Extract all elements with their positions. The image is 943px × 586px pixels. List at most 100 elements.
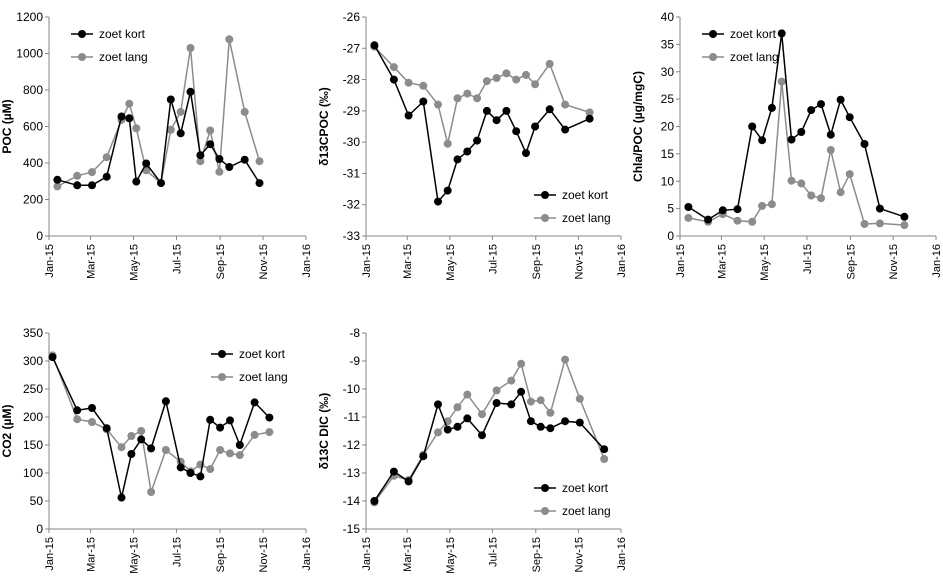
data-point-lang [826, 146, 835, 154]
x-tick-label: Nov-15 [573, 537, 585, 572]
legend-marker-lang [709, 53, 717, 61]
y-tick-label: 100 [23, 466, 43, 480]
data-point-kort [704, 215, 713, 224]
data-point-kort [48, 353, 57, 362]
data-point-kort [482, 106, 491, 115]
legend-label-lang: zoet lang [562, 504, 611, 518]
data-point-lang [255, 157, 264, 166]
y-tick-label: 35 [661, 37, 675, 51]
data-point-kort [777, 29, 786, 38]
series-line-kort [57, 91, 261, 187]
x-tick-label: Jan-15 [44, 537, 56, 571]
y-tick-label: 5 [667, 202, 674, 216]
x-tick-label: Nov-15 [888, 244, 900, 279]
data-point-lang [585, 108, 594, 117]
data-point-lang [73, 415, 82, 424]
data-point-lang [434, 100, 442, 109]
y-tick-label: 200 [23, 410, 43, 424]
y-tick-label: 0 [36, 229, 43, 243]
x-tick-label: Nov-15 [258, 537, 270, 572]
data-point-lang [875, 219, 884, 228]
data-point-kort [836, 95, 845, 104]
y-tick-label: 40 [661, 10, 675, 24]
data-point-lang [166, 125, 175, 134]
data-point-kort [225, 163, 234, 171]
data-point-kort [226, 416, 234, 425]
data-point-lang [507, 376, 516, 385]
legend-label-lang: zoet lang [99, 50, 148, 64]
x-tick-label: May-15 [445, 244, 457, 281]
x-tick-label: Sep-15 [531, 537, 543, 572]
y-tick-label: 800 [23, 83, 43, 97]
data-point-lang [240, 107, 249, 116]
x-tick-label: Jan-16 [301, 537, 313, 571]
data-point-lang [546, 408, 555, 417]
y-tick-label: 25 [661, 92, 675, 106]
data-point-kort [389, 75, 398, 84]
data-point-lang [561, 355, 570, 364]
legend-label-lang: zoet lang [239, 370, 288, 384]
y-tick-label: 1200 [16, 10, 43, 24]
data-point-kort [817, 100, 825, 109]
data-point-lang [463, 390, 472, 399]
data-point-kort [186, 469, 195, 477]
legend-marker-kort [78, 30, 86, 38]
data-point-kort [186, 87, 195, 96]
data-point-kort [216, 423, 225, 432]
data-point-lang [463, 89, 472, 98]
data-point-kort [826, 130, 835, 139]
y-axis-label: POC (µM) [0, 99, 14, 153]
x-tick-label: Mar-15 [402, 537, 414, 572]
legend-marker-lang [218, 373, 226, 381]
data-point-kort [517, 387, 526, 396]
y-tick-label: -14 [343, 494, 361, 508]
y-axis-label: δ13CPOC (‰) [317, 87, 331, 166]
data-point-lang [206, 465, 215, 474]
data-point-kort [389, 467, 398, 476]
y-tick-label: -29 [343, 104, 361, 118]
y-tick-label: -15 [343, 522, 361, 536]
data-point-lang [404, 78, 413, 87]
data-point-lang [522, 70, 530, 79]
data-point-kort [502, 106, 511, 115]
x-tick-label: Nov-15 [258, 244, 270, 279]
data-point-kort [860, 140, 869, 148]
data-point-kort [546, 424, 555, 433]
data-point-kort [117, 493, 126, 502]
data-point-kort [206, 415, 215, 424]
y-tick-label: -13 [343, 466, 361, 480]
data-point-kort [443, 425, 452, 434]
data-point-lang [502, 69, 511, 78]
data-point-kort [536, 422, 545, 431]
data-point-lang [836, 188, 845, 197]
data-point-kort [147, 444, 156, 453]
series-line-kort [687, 33, 905, 221]
legend-label-kort: zoet kort [239, 347, 286, 361]
data-point-kort [206, 140, 215, 149]
series-line-kort [373, 44, 590, 204]
data-point-lang [216, 446, 225, 454]
x-tick-label: Jan-16 [931, 244, 943, 278]
y-axis-label: CO2 (µM) [0, 405, 14, 458]
data-point-lang [492, 386, 501, 395]
data-point-kort [127, 450, 136, 458]
x-tick-label: Mar-15 [86, 244, 98, 279]
data-point-kort [240, 155, 249, 164]
data-point-kort [255, 179, 264, 188]
data-point-kort [132, 177, 141, 186]
x-tick-label: Jan-15 [675, 244, 687, 278]
data-point-lang [807, 191, 816, 200]
y-tick-label: 200 [23, 193, 43, 207]
data-point-kort [900, 212, 909, 221]
data-point-kort [73, 181, 82, 190]
y-axis-label: Chla/POC (µg/mgC) [631, 71, 645, 182]
y-axis-label: δ13C DIC (‰) [317, 393, 331, 470]
data-point-kort [585, 114, 594, 123]
data-point-kort [545, 105, 554, 114]
data-point-kort [434, 197, 442, 206]
data-point-kort [102, 172, 111, 181]
data-point-kort [748, 122, 757, 131]
x-tick-label: May-15 [445, 537, 457, 574]
x-tick-label: Jan-16 [301, 244, 313, 278]
data-point-lang [117, 443, 126, 452]
